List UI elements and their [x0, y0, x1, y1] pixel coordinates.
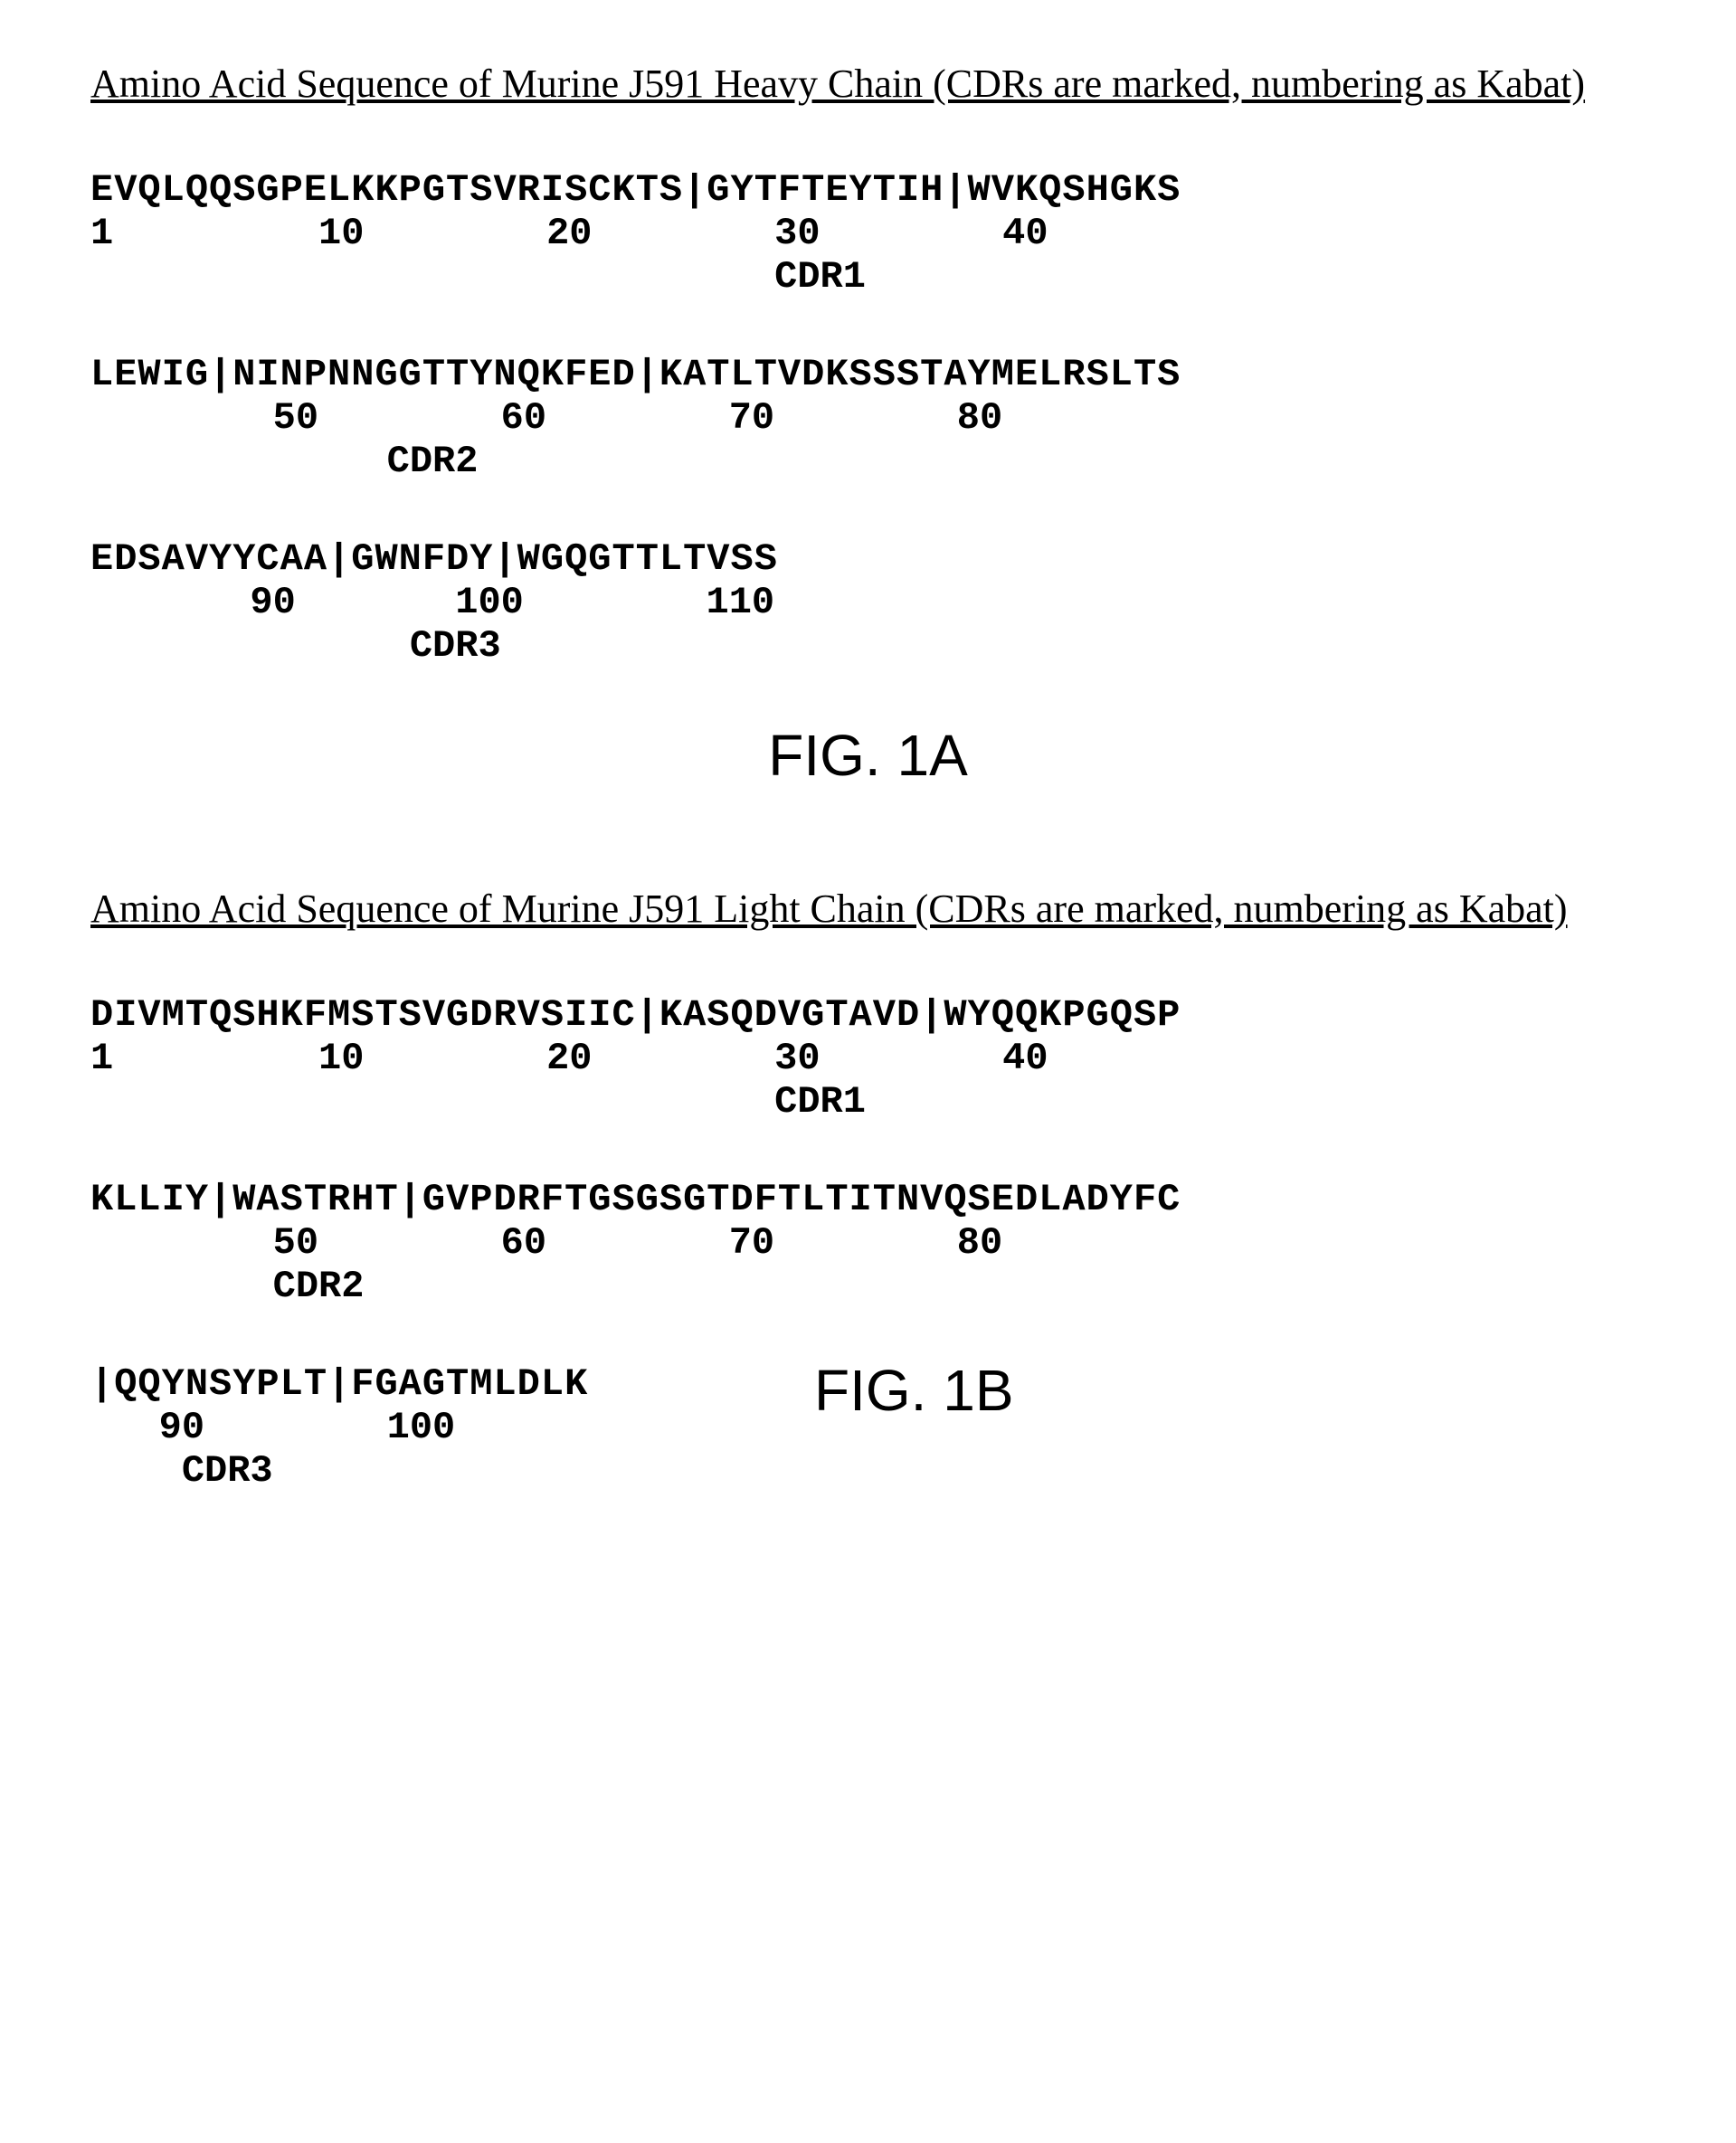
heavy-chain-title: Amino Acid Sequence of Murine J591 Heavy… [90, 54, 1646, 114]
position-line: 90 100 110 [90, 581, 1646, 624]
light-chain-block2: KLLIY|WASTRHT|GVPDRFTGSGSGTDFTLTITNVQSED… [90, 1178, 1646, 1308]
position-line: 1 10 20 30 40 [90, 212, 1646, 255]
light-chain-title: Amino Acid Sequence of Murine J591 Light… [90, 879, 1646, 939]
cdr-label: CDR2 [90, 440, 1646, 483]
sequence-line: EVQLQQSGPELKKPGTSVRISCKTS|GYTFTEYTIH|WVK… [90, 168, 1646, 212]
position-line: 50 60 70 80 [90, 1221, 1646, 1265]
light-chain-section: Amino Acid Sequence of Murine J591 Light… [90, 879, 1646, 1424]
cdr-label: CDR2 [90, 1265, 1646, 1308]
cdr-label: CDR1 [90, 255, 1646, 299]
cdr-label: CDR3 [90, 1449, 1646, 1493]
heavy-chain-block2: LEWIG|NINPNNGGTTYNQKFED|KATLTVDKSSSTAYME… [90, 353, 1646, 483]
light-chain-block1: DIVMTQSHKFMSTSVGDRVSIIC|KASQDVGTAVD|WYQQ… [90, 993, 1646, 1124]
sequence-line: DIVMTQSHKFMSTSVGDRVSIIC|KASQDVGTAVD|WYQQ… [90, 993, 1646, 1037]
heavy-chain-block1: EVQLQQSGPELKKPGTSVRISCKTS|GYTFTEYTIH|WVK… [90, 168, 1646, 299]
sequence-line: KLLIY|WASTRHT|GVPDRFTGSGSGTDFTLTITNVQSED… [90, 1178, 1646, 1221]
heavy-chain-block3: EDSAVYYCAA|GWNFDY|WGQGTTLTVSS 90 100 110… [90, 537, 1646, 668]
sequence-line: LEWIG|NINPNNGGTTYNQKFED|KATLTVDKSSSTAYME… [90, 353, 1646, 396]
sequence-line: EDSAVYYCAA|GWNFDY|WGQGTTLTVSS [90, 537, 1646, 581]
position-line: 1 10 20 30 40 [90, 1037, 1646, 1080]
heavy-chain-section: Amino Acid Sequence of Murine J591 Heavy… [90, 54, 1646, 789]
position-line: 50 60 70 80 [90, 396, 1646, 440]
cdr-label: CDR1 [90, 1080, 1646, 1124]
figure-label-a: FIG. 1A [90, 722, 1646, 789]
figure-label-b: FIG. 1B [814, 1357, 1646, 1424]
cdr-label: CDR3 [90, 624, 1646, 668]
